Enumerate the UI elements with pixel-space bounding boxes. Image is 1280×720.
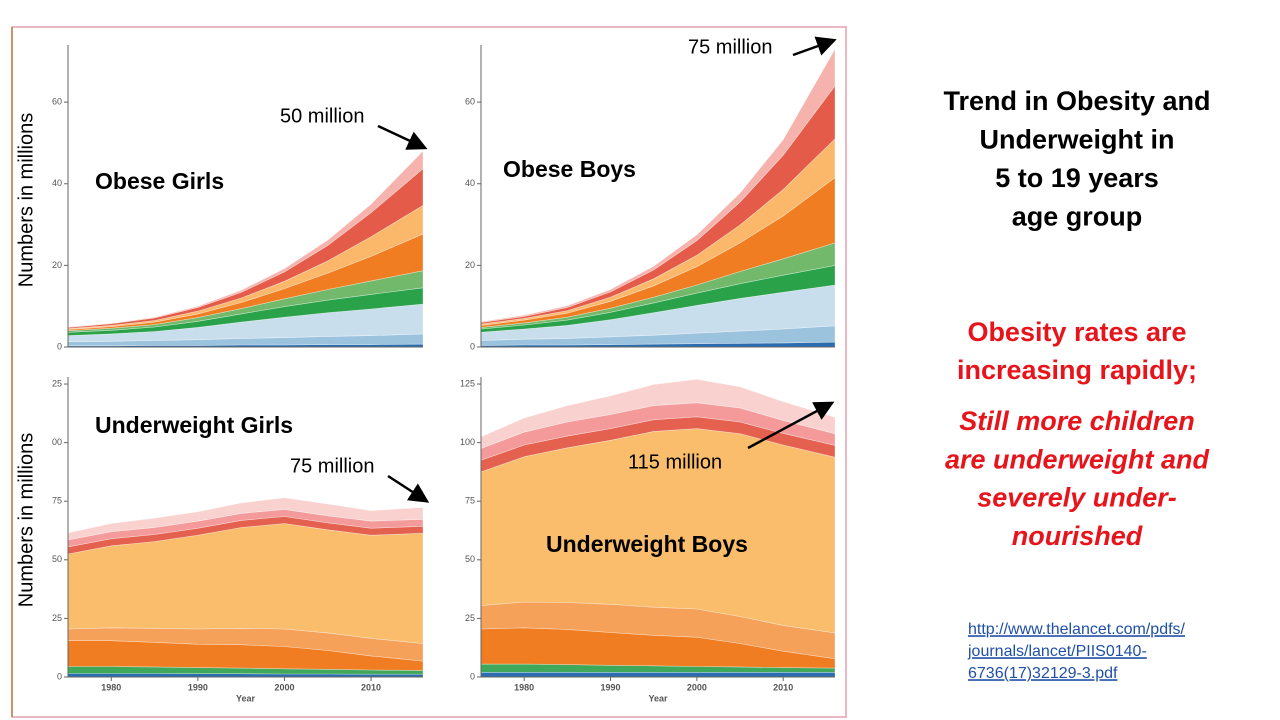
y-tick-label: 25 xyxy=(52,613,62,623)
panel-title: Obese Boys xyxy=(503,156,636,182)
panel-title: Underweight Boys xyxy=(546,531,748,557)
y-tick-label: 40 xyxy=(52,178,62,188)
x-tick-label: 1980 xyxy=(101,682,121,692)
y-tick-label: 40 xyxy=(465,178,475,188)
chart-panel: 0 20 40 60 Obese Girls 50 million Numbers in m… xyxy=(15,45,428,351)
y-tick-label: 75 xyxy=(52,496,62,506)
highlight-line: Obesity rates are xyxy=(967,317,1186,347)
y-tick-label: 100 xyxy=(460,437,475,447)
x-tick-label: 1990 xyxy=(188,682,208,692)
x-tick-label: 2010 xyxy=(773,682,793,692)
slide-title-line: Trend in Obesity and xyxy=(943,86,1210,116)
x-tick-label: 2000 xyxy=(274,682,294,692)
area-layer xyxy=(480,378,836,449)
x-tick-label: 2010 xyxy=(361,682,381,692)
source-link[interactable]: journals/lancet/PIIS0140- xyxy=(967,643,1147,660)
y-tick-label: 50 xyxy=(52,554,62,564)
y-tick-label: 60 xyxy=(52,97,62,107)
x-axis-label: Year xyxy=(236,693,256,703)
area-layer xyxy=(480,47,836,323)
x-tick-label: 1980 xyxy=(514,682,534,692)
annotation-arrow xyxy=(377,124,428,150)
y-tick-label: 0 xyxy=(57,671,62,681)
annotation: 75 million xyxy=(290,455,374,477)
panel-title: Obese Girls xyxy=(95,168,224,194)
x-tick-label: 2000 xyxy=(687,682,707,692)
y-axis-label: Numbers in millions xyxy=(15,433,37,608)
annotation-arrow xyxy=(747,401,835,450)
annotation-arrow xyxy=(387,474,430,503)
annotation: 75 million xyxy=(688,36,772,58)
y-tick-label: 0 xyxy=(470,341,475,351)
note-line: are underweight and xyxy=(945,444,1210,474)
y-tick-label: 50 xyxy=(465,554,475,564)
panel-title: Underweight Girls xyxy=(95,412,293,438)
y-tick-label: 0 xyxy=(470,671,475,681)
annotation: 50 million xyxy=(280,105,364,127)
y-axis-label: Numbers in millions xyxy=(15,113,37,288)
x-tick-label: 1990 xyxy=(600,682,620,692)
chart-panel: 0 25 50 75 00 25 1980 1990 2000 2010 Year Underweig… xyxy=(15,377,430,703)
y-tick-label: 20 xyxy=(52,260,62,270)
y-tick-label: 60 xyxy=(465,97,475,107)
y-tick-label: 20 xyxy=(465,260,475,270)
y-tick-label: 0 xyxy=(57,341,62,351)
area-layer xyxy=(480,672,836,678)
y-tick-label: 125 xyxy=(460,378,475,388)
source-link[interactable]: http://www.thelancet.com/pdfs/ xyxy=(968,621,1186,638)
side-text: Trend in Obesity and Underweight in 5 to 1… xyxy=(943,86,1210,682)
annotation: 115 million xyxy=(628,451,722,473)
slide-title-line: Underweight in xyxy=(980,125,1175,155)
source-link[interactable]: 6736(17)32129-3.pdf xyxy=(968,665,1118,682)
note-line: Still more children xyxy=(959,406,1195,436)
annotation-arrow xyxy=(792,36,837,57)
chart-panel: 0 20 40 60 Obese Boys 75 million xyxy=(465,36,837,351)
y-tick-label: 25 xyxy=(52,378,62,388)
highlight-line: increasing rapidly; xyxy=(957,355,1197,385)
y-tick-label: 25 xyxy=(465,613,475,623)
chart-panel: 0 25 50 75 100 125 1980 1990 2000 2010 Year Underwe… xyxy=(460,377,836,703)
slide-title-line: 5 to 19 years xyxy=(995,163,1159,193)
note-line: severely under- xyxy=(977,483,1177,513)
slide-title-line: age group xyxy=(1012,202,1143,232)
charts: 0 20 40 60 Obese Girls 50 million Numbers in m… xyxy=(15,36,837,703)
area-layer xyxy=(67,497,424,541)
area-layer xyxy=(67,150,424,328)
note-line: nourished xyxy=(1012,521,1143,551)
x-axis-label: Year xyxy=(648,693,668,703)
y-tick-label: 00 xyxy=(52,437,62,447)
y-tick-label: 75 xyxy=(465,496,475,506)
